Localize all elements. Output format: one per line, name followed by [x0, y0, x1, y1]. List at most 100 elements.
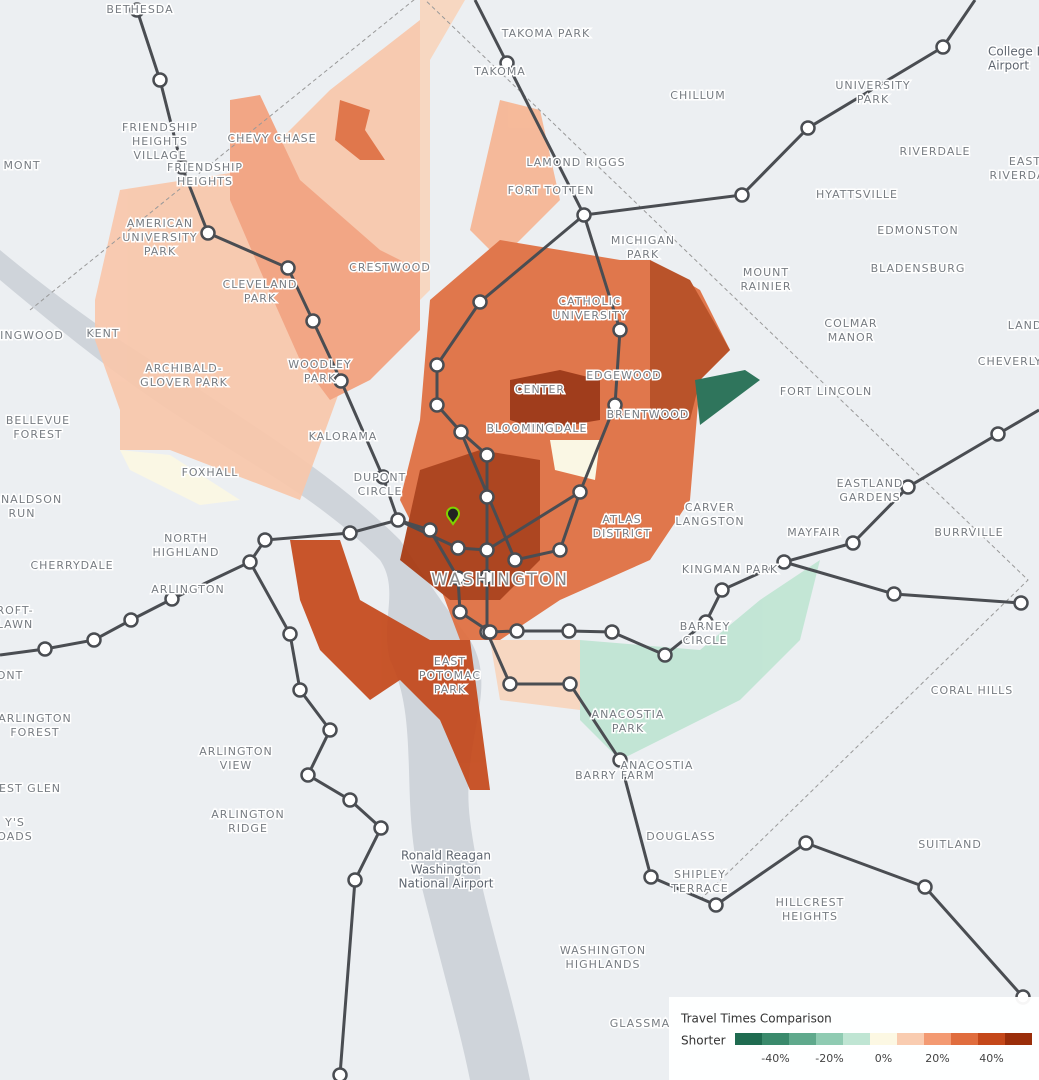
- place-label: TAKOMA: [473, 65, 526, 78]
- place-label: GLOVER PARK: [140, 376, 228, 389]
- place-label: College Park: [988, 45, 1039, 59]
- place-label: DISTRICT: [593, 527, 652, 540]
- region: [490, 640, 580, 710]
- station: [342, 792, 358, 808]
- station: [479, 489, 495, 505]
- place-label: DONALDSON: [0, 493, 62, 506]
- place-label: FRIENDSHIP: [122, 121, 198, 134]
- place-label: SHIPLEY: [674, 868, 726, 881]
- legend-swatch: [978, 1033, 1005, 1045]
- place-label: ATLAS: [602, 513, 641, 526]
- station: [657, 647, 673, 663]
- station: [612, 322, 628, 338]
- legend-swatch: [897, 1033, 924, 1045]
- place-label: GLASSMA: [610, 1017, 670, 1030]
- place-label: BLADENSBURG: [871, 262, 966, 275]
- legend-title: Travel Times Comparison: [680, 1012, 832, 1026]
- region: [695, 370, 760, 425]
- station: [280, 260, 296, 276]
- station: [482, 624, 498, 640]
- place-label: ARLINGTON: [211, 808, 285, 821]
- legend-tick-label: 0%: [875, 1052, 892, 1065]
- place-label: LAND: [1008, 319, 1039, 332]
- region: [420, 0, 465, 300]
- station: [708, 897, 724, 913]
- place-label: LAWN: [0, 618, 33, 631]
- legend-tick-label: -20%: [815, 1052, 843, 1065]
- legend-swatch: [924, 1033, 951, 1045]
- region: [120, 450, 240, 505]
- station: [734, 187, 750, 203]
- place-label: ARLINGTON: [199, 745, 273, 758]
- station: [450, 540, 466, 556]
- station: [776, 554, 792, 570]
- legend-tick-label: 20%: [925, 1052, 949, 1065]
- legend-swatch: [816, 1033, 843, 1045]
- legend-swatch: [951, 1033, 978, 1045]
- place-label: VILLAGE: [133, 149, 186, 162]
- station: [300, 767, 316, 783]
- station: [800, 120, 816, 136]
- place-label: Y'S: [4, 816, 25, 829]
- place-label: WOODLEY: [288, 358, 351, 371]
- place-label: COLMAR: [824, 317, 877, 330]
- place-label: HEIGHTS: [177, 175, 233, 188]
- station: [257, 532, 273, 548]
- station: [164, 591, 180, 607]
- place-label: BELLEVUE: [6, 414, 70, 427]
- place-label: CARVER: [685, 501, 735, 514]
- place-label: Washington: [411, 863, 482, 877]
- place-label: NORTH: [164, 532, 208, 545]
- place-label: MICHIGAN: [611, 234, 675, 247]
- place-label: RUN: [9, 507, 36, 520]
- station: [333, 373, 349, 389]
- place-label: BURRVILLE: [934, 526, 1003, 539]
- station: [499, 55, 515, 71]
- metro-line: [435, 45, 1025, 998]
- station: [429, 357, 445, 373]
- place-label: LAMOND RIGGS: [526, 156, 625, 169]
- place-label: AMERICAN: [127, 217, 193, 230]
- station: [342, 525, 358, 541]
- station: [129, 2, 145, 18]
- station: [576, 207, 592, 223]
- station: [479, 447, 495, 463]
- station: [643, 869, 659, 885]
- place-label: PARK: [612, 722, 644, 735]
- station: [452, 604, 468, 620]
- place-label: BETHESDA: [106, 3, 173, 16]
- place-label: PARK: [144, 245, 176, 258]
- place-label: VIEW: [220, 759, 253, 772]
- place-label: UNIVERSITY: [122, 231, 197, 244]
- place-label: ONT: [0, 669, 23, 682]
- station: [552, 542, 568, 558]
- place-label: POTOMAC: [419, 669, 481, 682]
- place-label: ARCHIBALD-: [145, 362, 222, 375]
- station: [200, 225, 216, 241]
- place-label: MOUNT: [743, 266, 789, 279]
- station: [607, 397, 623, 413]
- place-label: TAKOMA PARK: [501, 27, 590, 40]
- place-label: EAST: [1009, 155, 1039, 168]
- station: [347, 872, 363, 888]
- station: [453, 424, 469, 440]
- region: [650, 260, 730, 420]
- place-label: RIVERDALE: [990, 169, 1039, 182]
- place-label: FOREST: [10, 726, 59, 739]
- place-label: FOREST: [13, 428, 62, 441]
- place-label: CORAL HILLS: [931, 684, 1013, 697]
- place-label: KALORAMA: [309, 430, 378, 443]
- place-label: SUITLAND: [918, 838, 982, 851]
- region: [580, 560, 820, 760]
- place-label: HYATTSVILLE: [816, 188, 898, 201]
- place-label: RIDGE: [228, 822, 268, 835]
- station: [332, 1067, 348, 1080]
- metro-line: [941, 0, 977, 48]
- legend-tick-label: 40%: [979, 1052, 1003, 1065]
- place-label: MAYFAIR: [787, 526, 841, 539]
- station: [305, 313, 321, 329]
- region: [470, 100, 560, 260]
- station: [373, 820, 389, 836]
- place-label: DUPONT: [354, 471, 407, 484]
- station: [1013, 595, 1029, 611]
